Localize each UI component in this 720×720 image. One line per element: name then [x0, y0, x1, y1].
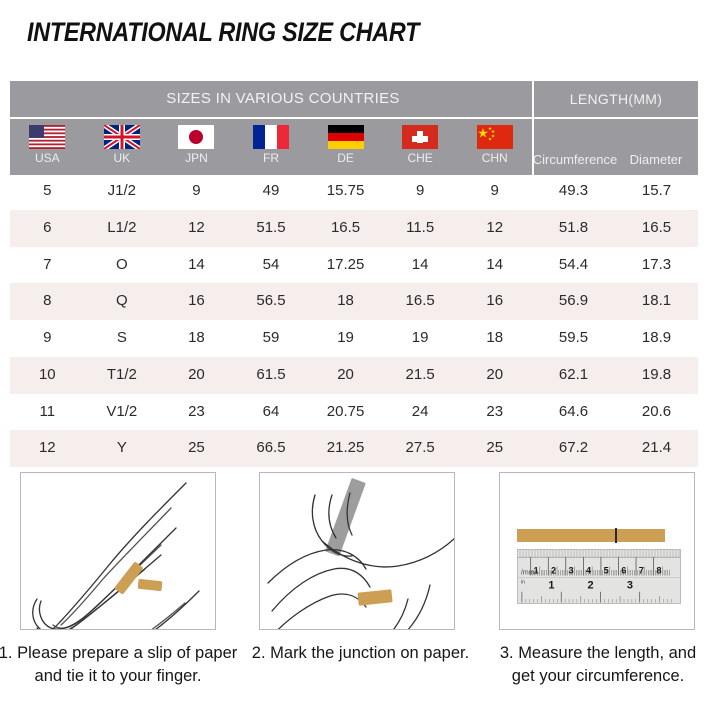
svg-text:6: 6: [621, 566, 626, 576]
svg-text:2: 2: [551, 566, 556, 576]
svg-text:2: 2: [588, 579, 594, 591]
svg-text:7: 7: [639, 566, 644, 576]
svg-text:1: 1: [548, 579, 554, 591]
svg-text:/mm: /mm: [521, 570, 535, 577]
svg-text:3: 3: [569, 566, 574, 576]
svg-text:4: 4: [586, 566, 592, 576]
svg-text:5: 5: [604, 566, 609, 576]
svg-text:8: 8: [656, 566, 661, 576]
svg-text:3: 3: [627, 579, 633, 591]
svg-text:in: in: [521, 580, 525, 586]
